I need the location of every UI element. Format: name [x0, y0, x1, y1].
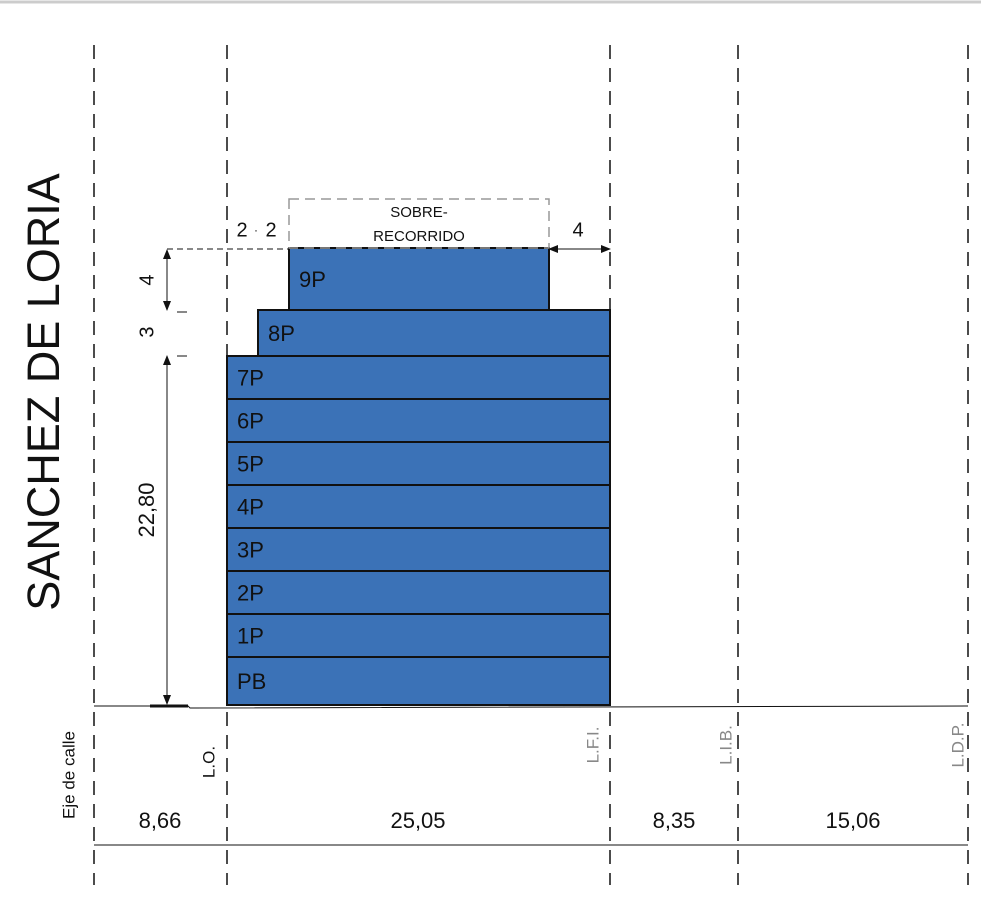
floor-label: 6P [237, 408, 264, 433]
floor [226, 570, 611, 615]
line-label: L.I.B. [716, 725, 735, 765]
floor-label: 3P [237, 537, 264, 562]
floor-label: 7P [237, 365, 264, 390]
ground-line [94, 705, 969, 709]
width-dim: 8,35 [653, 808, 696, 833]
floor-label: 2P [237, 580, 264, 605]
line-label: L.D.P. [948, 722, 967, 767]
floor [226, 441, 611, 486]
line-label: L.O. [199, 746, 218, 778]
floor [226, 527, 611, 572]
height-dim: 4 [136, 274, 158, 285]
overrun-box [288, 198, 550, 249]
floor-label: 5P [237, 451, 264, 476]
height-dim: 22,80 [134, 482, 159, 537]
overrun-label: RECORRIDO [373, 228, 465, 245]
width-dim: 25,05 [390, 808, 445, 833]
floor-label: 8P [268, 321, 295, 346]
street-name: SANCHEZ DE LORIA [18, 173, 69, 611]
floor [226, 656, 611, 706]
overrun-label: SOBRE- [390, 204, 448, 221]
setback-dim: 2 [236, 219, 247, 241]
setback-dim: 4 [572, 219, 583, 241]
axis-label: Eje de calle [59, 731, 78, 819]
floor-label: 1P [237, 623, 264, 648]
floor [288, 247, 550, 311]
dot: · [254, 223, 258, 237]
floor-label: 9P [299, 267, 326, 292]
floor [226, 355, 611, 400]
floor [226, 613, 611, 658]
floor [226, 398, 611, 443]
floor [257, 309, 611, 357]
floor-label: 4P [237, 494, 264, 519]
setback-dim: 2 [265, 219, 276, 241]
width-dim: 8,66 [139, 808, 182, 833]
width-dim: 15,06 [825, 808, 880, 833]
height-dim: 3 [136, 326, 158, 337]
line-label: L.F.I. [583, 727, 602, 764]
floor-label: PB [237, 669, 266, 694]
floor [226, 484, 611, 529]
